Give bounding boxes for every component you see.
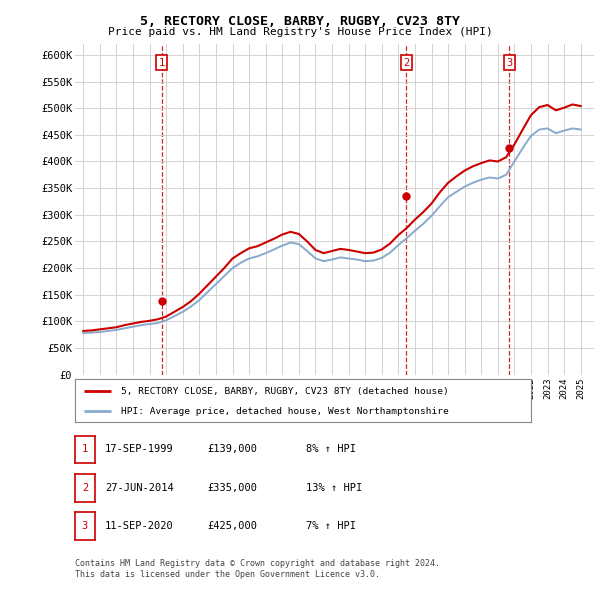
Text: 2: 2: [403, 58, 410, 68]
Text: £139,000: £139,000: [207, 444, 257, 454]
Text: HPI: Average price, detached house, West Northamptonshire: HPI: Average price, detached house, West…: [121, 407, 448, 416]
Text: 3: 3: [82, 521, 88, 531]
Text: 13% ↑ HPI: 13% ↑ HPI: [306, 483, 362, 493]
Text: 17-SEP-1999: 17-SEP-1999: [105, 444, 174, 454]
Text: 1: 1: [158, 58, 164, 68]
Text: £425,000: £425,000: [207, 521, 257, 531]
Text: Contains HM Land Registry data © Crown copyright and database right 2024.: Contains HM Land Registry data © Crown c…: [75, 559, 440, 568]
Text: 27-JUN-2014: 27-JUN-2014: [105, 483, 174, 493]
Text: 1: 1: [82, 444, 88, 454]
Text: This data is licensed under the Open Government Licence v3.0.: This data is licensed under the Open Gov…: [75, 571, 380, 579]
Text: Price paid vs. HM Land Registry's House Price Index (HPI): Price paid vs. HM Land Registry's House …: [107, 27, 493, 37]
Text: 3: 3: [506, 58, 512, 68]
Text: 7% ↑ HPI: 7% ↑ HPI: [306, 521, 356, 531]
Text: 5, RECTORY CLOSE, BARBY, RUGBY, CV23 8TY (detached house): 5, RECTORY CLOSE, BARBY, RUGBY, CV23 8TY…: [121, 387, 448, 396]
Text: 5, RECTORY CLOSE, BARBY, RUGBY, CV23 8TY: 5, RECTORY CLOSE, BARBY, RUGBY, CV23 8TY: [140, 15, 460, 28]
Text: 11-SEP-2020: 11-SEP-2020: [105, 521, 174, 531]
Text: 2: 2: [82, 483, 88, 493]
Text: 8% ↑ HPI: 8% ↑ HPI: [306, 444, 356, 454]
Text: £335,000: £335,000: [207, 483, 257, 493]
